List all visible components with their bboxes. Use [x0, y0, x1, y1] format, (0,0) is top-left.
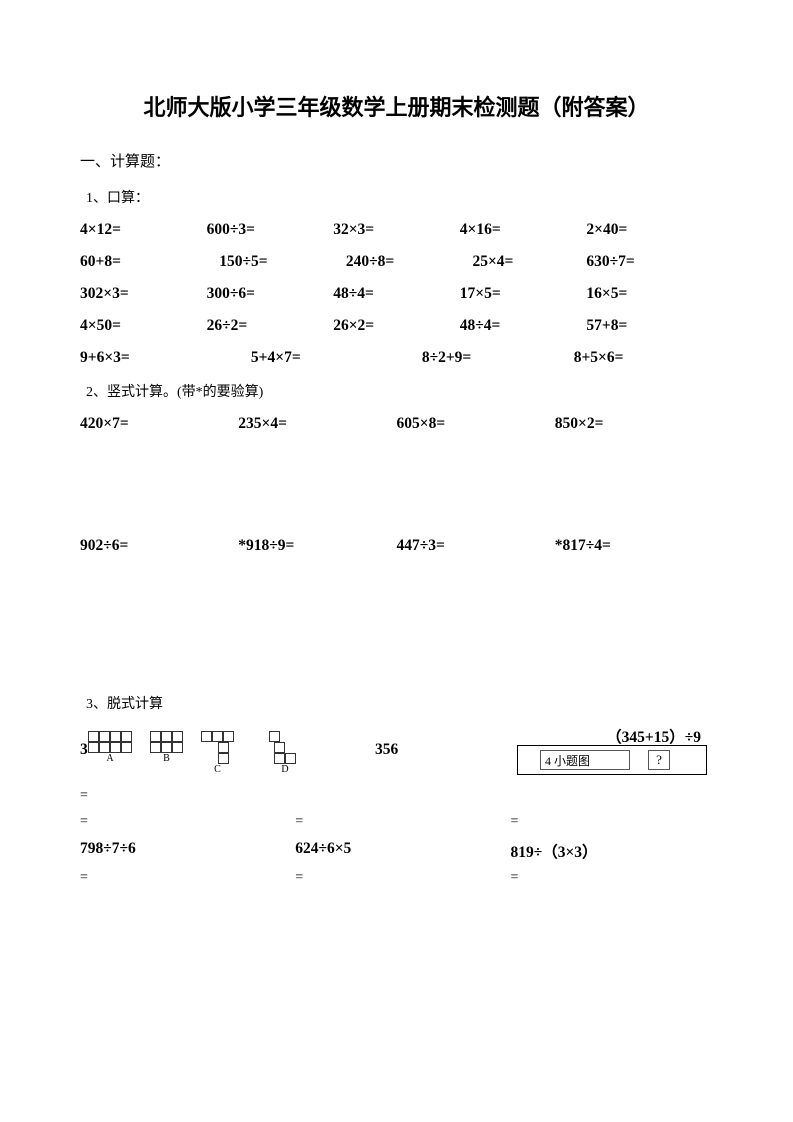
mental-row-5: 9+6×3= 5+4×7= 8÷2+9= 8+5×6= [80, 349, 713, 367]
expr: 150÷5= [219, 253, 346, 271]
expr: 48÷4= [460, 317, 587, 335]
expr: 8÷2+9= [422, 349, 574, 367]
equals: = [80, 870, 295, 886]
expr: 4×50= [80, 317, 207, 335]
shape-c: C [201, 731, 234, 775]
expr: 60+8= [80, 253, 219, 271]
expr-fragment: 3 [80, 741, 88, 759]
vertical-row-2: 902÷6= *918÷9= 447÷3= *817÷4= [80, 537, 713, 555]
expr: 240÷8= [346, 253, 473, 271]
mental-row-4: 4×50= 26÷2= 26×2= 48÷4= 57+8= [80, 317, 713, 335]
expr: 48÷4= [333, 285, 460, 303]
expr: *918÷9= [238, 537, 396, 555]
expr: 5+4×7= [251, 349, 422, 367]
expr-fragment: 356 [375, 741, 398, 759]
expr: 447÷3= [397, 537, 555, 555]
eq-line-2: = = = [80, 814, 713, 830]
shape-group: A B C D [88, 731, 296, 775]
expr: 798÷7÷6 [80, 840, 295, 862]
expr-fragment: （345+15）÷9 [606, 725, 701, 747]
equals: = [295, 814, 510, 830]
expr: 302×3= [80, 285, 207, 303]
vertical-row-1: 420×7= 235×4= 605×8= 850×2= [80, 415, 713, 433]
equals: = [80, 788, 295, 804]
section-heading: 一、计算题： [80, 150, 713, 171]
eq-line-3: = = = [80, 870, 713, 886]
expr: 624÷6×5 [295, 840, 510, 862]
shape-d: D [252, 731, 296, 775]
figure-row: 3 356 （345+15）÷9 A B C D 4 小题图 ? [80, 727, 713, 782]
expr: 600÷3= [207, 221, 334, 239]
shape-label: B [163, 753, 170, 764]
mental-row-1: 4×12= 600÷3= 32×3= 4×16= 2×40= [80, 221, 713, 239]
workspace [80, 569, 713, 689]
mental-row-2: 60+8= 150÷5= 240÷8= 25×4= 630÷7= [80, 253, 713, 271]
shape-label: C [214, 764, 221, 775]
question-box: 4 小题图 ? [517, 745, 707, 775]
equals: = [80, 814, 295, 830]
expr: 2×40= [586, 221, 713, 239]
equals [295, 788, 510, 804]
question-mark: ? [648, 750, 670, 770]
subhead-2: 2、竖式计算。(带*的要验算) [86, 381, 713, 401]
shape-label: D [281, 764, 288, 775]
expr: 32×3= [333, 221, 460, 239]
mental-row-3: 302×3= 300÷6= 48÷4= 17×5= 16×5= [80, 285, 713, 303]
expr: 605×8= [397, 415, 555, 433]
expr: 850×2= [555, 415, 713, 433]
expr: 26×2= [333, 317, 460, 335]
shape-b: B [150, 731, 183, 764]
box-label: 4 小题图 [540, 750, 630, 770]
subhead-3: 3、脱式计算 [86, 693, 713, 713]
expr: 9+6×3= [80, 349, 251, 367]
expr: 16×5= [586, 285, 713, 303]
expr: 819÷（3×3） [510, 840, 713, 862]
expr: 235×4= [238, 415, 396, 433]
shape-label: A [106, 753, 113, 764]
equals: = [510, 814, 713, 830]
expr: 57+8= [586, 317, 713, 335]
equals [510, 788, 713, 804]
equals: = [295, 870, 510, 886]
expr: *817÷4= [555, 537, 713, 555]
step-row: 798÷7÷6 624÷6×5 819÷（3×3） [80, 840, 713, 862]
workspace [80, 447, 713, 537]
shape-a: A [88, 731, 132, 764]
expr: 26÷2= [207, 317, 334, 335]
expr: 17×5= [460, 285, 587, 303]
expr: 4×12= [80, 221, 207, 239]
equals: = [510, 870, 713, 886]
subhead-1: 1、口算： [86, 187, 713, 207]
expr: 25×4= [472, 253, 586, 271]
expr: 300÷6= [207, 285, 334, 303]
eq-line-1: = [80, 788, 713, 804]
expr: 420×7= [80, 415, 238, 433]
expr: 902÷6= [80, 537, 238, 555]
expr: 4×16= [460, 221, 587, 239]
page-title: 北师大版小学三年级数学上册期末检测题（附答案） [80, 90, 713, 122]
expr: 630÷7= [586, 253, 713, 271]
expr: 8+5×6= [574, 349, 713, 367]
